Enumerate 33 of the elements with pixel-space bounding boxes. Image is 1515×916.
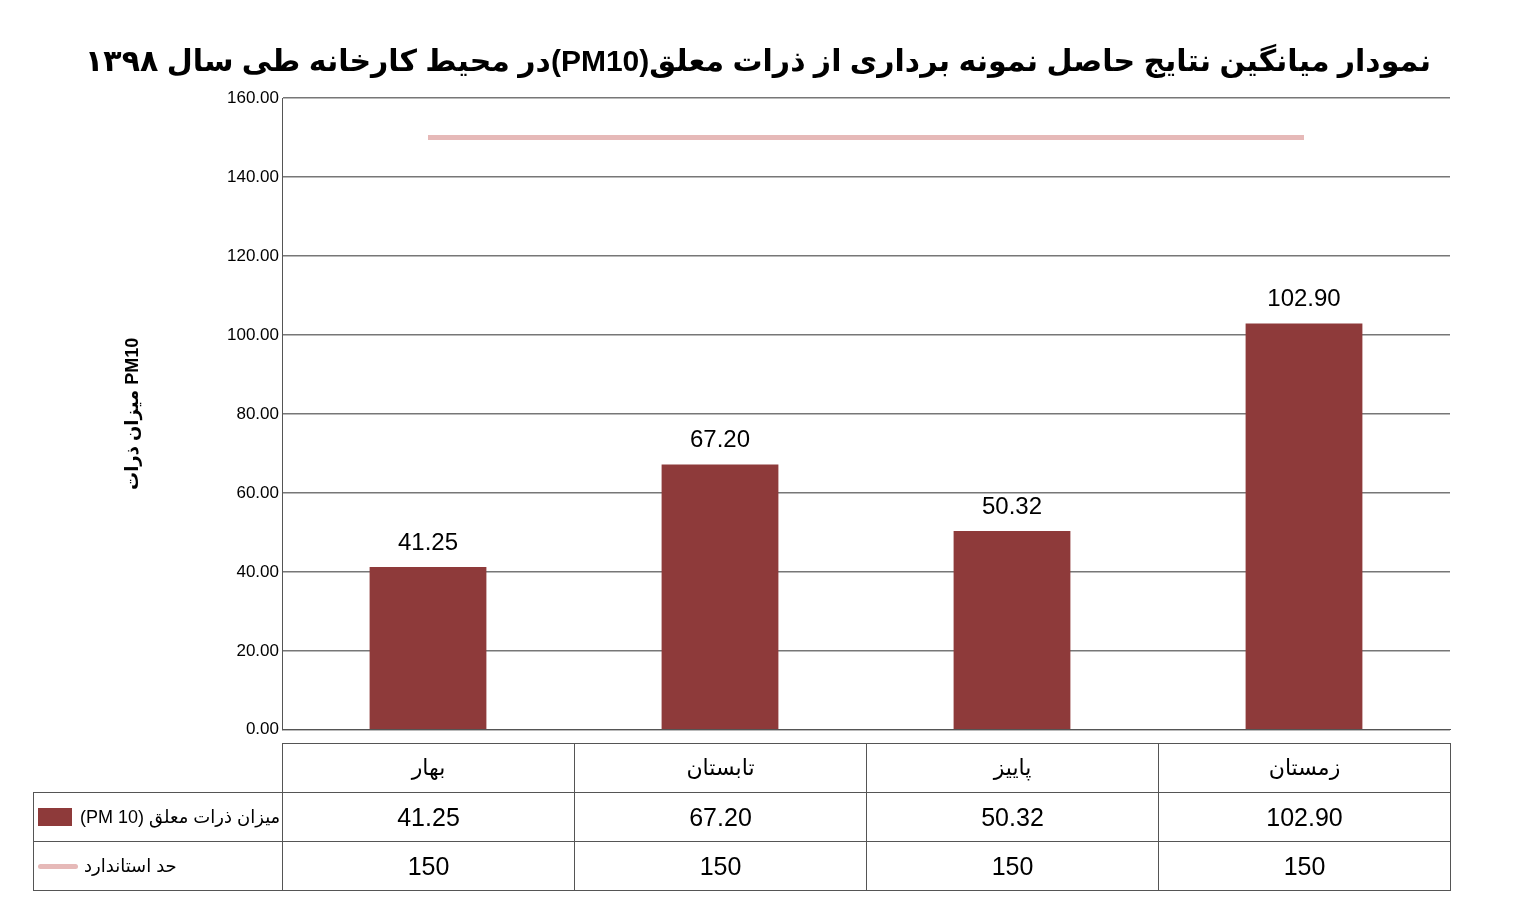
x-tick-label: پاییز [866, 743, 1159, 793]
data-label: 67.20 [574, 792, 867, 842]
y-tick-label: 160.00 [227, 87, 279, 107]
bar [953, 531, 1071, 730]
y-tick-label: 60.00 [236, 482, 279, 502]
y-tick-label: 20.00 [236, 640, 279, 660]
data-label: 150 [866, 841, 1159, 891]
bar [1245, 323, 1363, 730]
chart-title: نمودار میانگین نتایج حاصل نمونه برداری از ذرات معلق(PM10)در محیط کارخانه طی سال ۱۳۹۸ [84, 43, 1432, 78]
data-label: 50.32 [866, 792, 1159, 842]
y-tick-label: 80.00 [236, 403, 279, 423]
data-label: 41.25 [282, 792, 575, 842]
legend-label: میزان ذرات معلق (PM 10) [80, 807, 281, 828]
bar [369, 566, 487, 730]
y-axis-title: میزان ذرات PM10 [121, 337, 143, 490]
y-tick-label: 120.00 [227, 245, 279, 265]
y-tick-label: 140.00 [227, 166, 279, 186]
data-label: 102.90 [1158, 792, 1451, 842]
data-label: 150 [1158, 841, 1451, 891]
y-tick-label: 0.00 [245, 719, 279, 739]
y-tick-label: 100.00 [227, 324, 279, 344]
text: 102.90 [1267, 284, 1341, 312]
x-tick-label: زمستان [1158, 743, 1451, 793]
data-label: 150 [282, 841, 575, 891]
legend-label: حد استاندارد [84, 856, 177, 877]
text: 50.32 [981, 491, 1043, 519]
bar [661, 464, 779, 730]
text: 41.25 [397, 527, 459, 555]
x-tick-label: تابستان [574, 743, 867, 793]
data-label: 150 [574, 841, 867, 891]
y-tick-label: 40.00 [236, 561, 279, 581]
x-tick-label: بهار [282, 743, 575, 793]
text: 67.20 [689, 425, 751, 453]
